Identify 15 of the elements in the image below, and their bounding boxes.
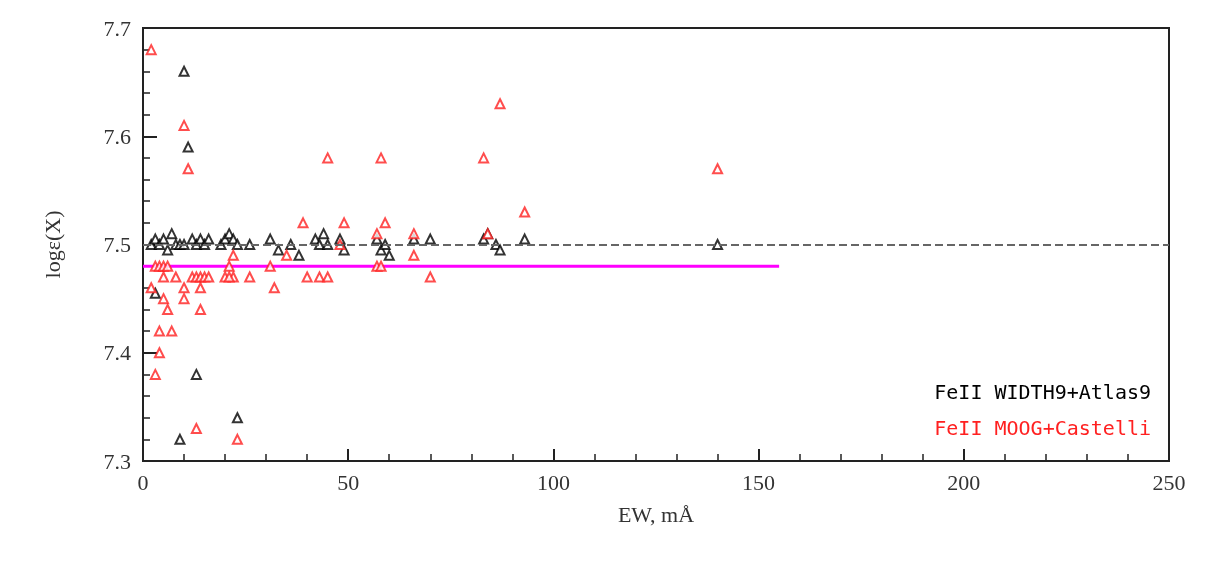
y-tick-label: 7.6 — [103, 123, 131, 149]
x-tick-label: 200 — [947, 469, 981, 495]
y-tick-label: 7.3 — [103, 448, 131, 474]
x-tick-label: 100 — [536, 469, 570, 495]
text: FeII MOOG+Castelli — [934, 416, 1152, 440]
x-tick-label: 250 — [1152, 469, 1186, 495]
text: FeII WIDTH9+Atlas9 — [934, 380, 1152, 404]
x-axis-title: EW, mÅ — [617, 501, 695, 527]
x-tick-label: 0 — [137, 469, 149, 495]
y-tick-label: 7.7 — [103, 15, 131, 41]
x-tick-label: 150 — [742, 469, 776, 495]
x-tick-label: 50 — [337, 469, 360, 495]
y-tick-label: 7.4 — [103, 340, 131, 366]
y-tick-label: 7.5 — [103, 232, 131, 257]
y-axis-title: logε(X) — [39, 210, 65, 279]
